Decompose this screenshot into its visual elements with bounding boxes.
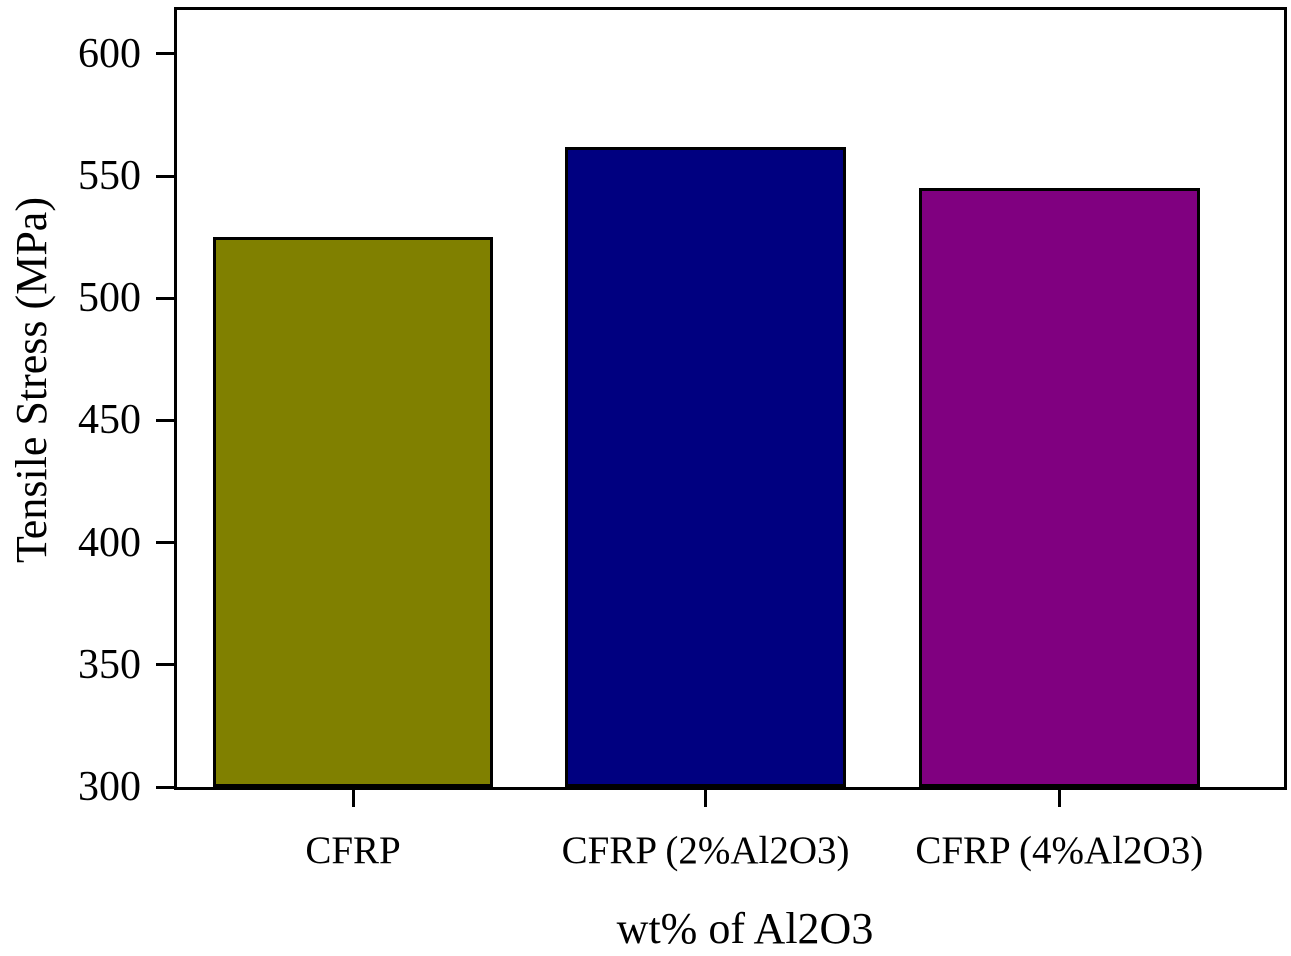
- y-tick-label-450: 450: [78, 397, 141, 444]
- bar-cfrp-2-al2o3: [565, 146, 846, 787]
- y-tick-label-400: 400: [78, 519, 141, 566]
- y-tick-mark-450: [156, 418, 174, 422]
- x-tick-mark-cfrp: [351, 790, 355, 807]
- plot-area: CFRP CFRP (2%Al2O3) CFRP (4%Al2O3) 300 350 40…: [78, 7, 1287, 872]
- y-axis-title: Tensile Stress (MPa): [7, 197, 56, 563]
- y-tick-mark-550: [156, 174, 174, 178]
- x-tick-label-cfrp: CFRP: [305, 829, 401, 872]
- y-tick-label-550: 550: [78, 153, 141, 200]
- y-tick-label-350: 350: [78, 641, 141, 688]
- y-tick-mark-350: [156, 663, 174, 667]
- bar-cfrp-4-al2o3: [918, 188, 1200, 787]
- y-tick-mark-400: [156, 541, 174, 545]
- y-tick-mark-300: [156, 785, 174, 789]
- x-axis-title: wt% of Al2O3: [616, 904, 874, 953]
- y-tick-label-600: 600: [78, 30, 141, 77]
- y-tick-label-300: 300: [78, 764, 141, 810]
- bar-cfrp: [212, 237, 494, 787]
- x-tick-mark-cfrp-4-al2o3: [1057, 790, 1061, 807]
- y-tick-mark-500: [156, 296, 174, 300]
- x-tick-label-cfrp-4-al2o3: CFRP (4%Al2O3): [915, 829, 1204, 872]
- y-tick-label-500: 500: [78, 275, 141, 322]
- x-tick-mark-cfrp-2-al2o3: [704, 790, 708, 807]
- y-tick-mark-600: [156, 52, 174, 56]
- x-tick-label-cfrp-2-al2o3: CFRP (2%Al2O3): [561, 829, 850, 872]
